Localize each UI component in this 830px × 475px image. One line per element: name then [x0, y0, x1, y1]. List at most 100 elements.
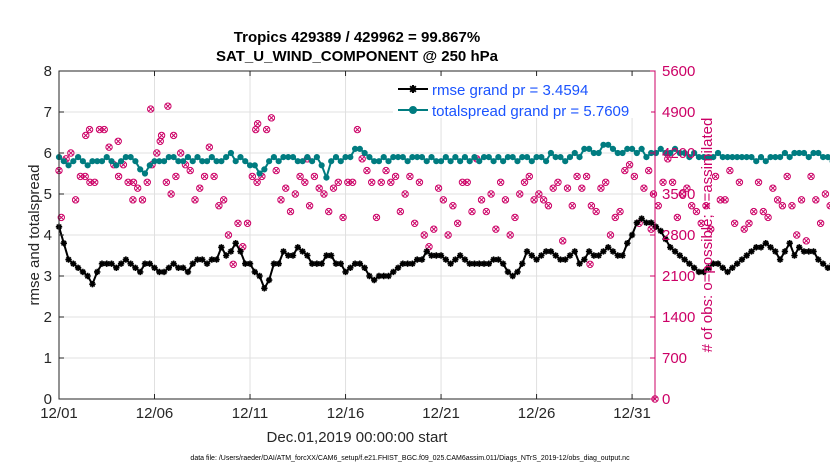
obs-possible-circle: [697, 219, 705, 227]
obs-possible-circle: [458, 178, 467, 186]
obs-count-point: [315, 184, 323, 192]
obs-count-point: [797, 196, 806, 204]
x-tick-label: 12/26: [518, 405, 556, 422]
obs-assimilated-x: [497, 179, 504, 185]
obs-count-point: [501, 196, 510, 204]
obs-possible-circle: [410, 219, 419, 227]
rmse-point: [385, 272, 392, 280]
totalspread-point: [347, 154, 354, 161]
rmse-point: [447, 260, 454, 267]
obs-count-point: [301, 178, 309, 186]
obs-assimilated-x: [770, 185, 776, 191]
totalspread-point: [227, 149, 235, 157]
rmse-point: [700, 268, 707, 276]
obs-assimilated-x: [712, 173, 719, 180]
rmse-point: [748, 248, 755, 255]
totalspread-point: [681, 149, 688, 157]
obs-assimilated-x: [106, 144, 112, 150]
obs-count-point: [205, 143, 214, 151]
obs-assimilated-x: [101, 126, 107, 133]
obs-assimilated-x: [83, 132, 89, 139]
obs-assimilated-x: [157, 138, 163, 144]
obs-count-point: [563, 184, 572, 192]
rmse-point: [576, 260, 583, 267]
obs-possible-circle: [702, 202, 710, 210]
obs-possible-circle: [578, 184, 586, 192]
rmse-point: [285, 252, 292, 259]
obs-assimilated-x: [311, 173, 318, 180]
rmse-point: [800, 248, 808, 255]
obs-possible-circle: [253, 178, 261, 186]
obs-possible-circle: [807, 172, 815, 181]
totalspread-point: [375, 158, 383, 165]
obs-count-point: [253, 120, 262, 128]
totalspread-point: [404, 158, 411, 165]
obs-count-point: [396, 207, 405, 216]
rmse-point: [514, 268, 521, 276]
totalspread-point: [184, 154, 192, 161]
totalspread-point: [800, 149, 808, 157]
obs-assimilated-x: [583, 173, 590, 180]
obs-count-point: [592, 207, 600, 216]
y-axis-label-right: # of obs: o=possible; ×=assimilated: [699, 118, 716, 353]
obs-count-point: [377, 178, 385, 186]
obs-possible-circle: [711, 172, 720, 181]
rmse-point: [791, 252, 798, 259]
obs-count-point: [573, 172, 581, 181]
obs-count-markers: [55, 102, 830, 403]
totalspread-point: [137, 166, 144, 173]
totalspread-point: [671, 145, 679, 152]
y-tick-label-right: 4200: [662, 145, 695, 162]
rmse-point: [323, 252, 330, 259]
totalspread-point: [633, 149, 640, 157]
y-tick-label-right: 0: [662, 391, 670, 408]
obs-assimilated-x: [822, 191, 829, 197]
rmse-point: [294, 244, 301, 251]
obs-assimilated-x: [249, 173, 255, 180]
x-tick-label: 12/01: [40, 405, 78, 422]
rmse-point: [452, 256, 459, 263]
rmse-point: [199, 256, 206, 263]
obs-assimilated-x: [746, 220, 752, 226]
totalspread-point: [710, 154, 717, 161]
rmse-point: [509, 272, 516, 280]
obs-count-point: [105, 143, 113, 151]
obs-count-point: [659, 178, 667, 186]
obs-assimilated-x: [732, 220, 738, 226]
obs-count-point: [85, 125, 94, 134]
obs-assimilated-x: [455, 220, 461, 226]
obs-assimilated-x: [225, 232, 232, 238]
obs-possible-circle: [320, 190, 328, 198]
obs-possible-circle: [745, 219, 753, 227]
obs-possible-circle: [554, 178, 562, 186]
obs-possible-circle: [162, 178, 171, 186]
obs-count-point: [134, 184, 142, 192]
totalspread-point: [447, 158, 454, 165]
rmse-point: [643, 219, 650, 226]
obs-assimilated-x: [536, 191, 542, 197]
obs-possible-circle: [344, 178, 352, 186]
rmse-point: [146, 260, 153, 267]
obs-possible-circle: [396, 207, 405, 216]
y-tick-label-right: 2800: [662, 227, 695, 244]
obs-count-point: [783, 172, 791, 181]
obs-assimilated-x: [540, 197, 547, 203]
rmse-point: [519, 260, 526, 267]
totalspread-point: [170, 154, 177, 161]
obs-assimilated-x: [435, 185, 442, 191]
rmse-point: [103, 260, 110, 267]
obs-assimilated-x: [794, 232, 800, 238]
legend-marker-totalspread: [409, 106, 417, 114]
obs-assimilated-x: [689, 203, 695, 209]
totalspread-point: [495, 154, 502, 161]
obs-possible-circle: [516, 190, 524, 198]
obs-count-point: [793, 231, 801, 239]
obs-count-point: [291, 190, 299, 198]
obs-possible-circle: [826, 202, 830, 210]
totalspread-point: [452, 154, 459, 161]
obs-count-point: [602, 178, 610, 186]
rmse-point: [84, 272, 91, 280]
obs-possible-circle: [773, 196, 782, 204]
obs-possible-circle: [105, 143, 113, 151]
obs-possible-circle: [296, 172, 304, 181]
